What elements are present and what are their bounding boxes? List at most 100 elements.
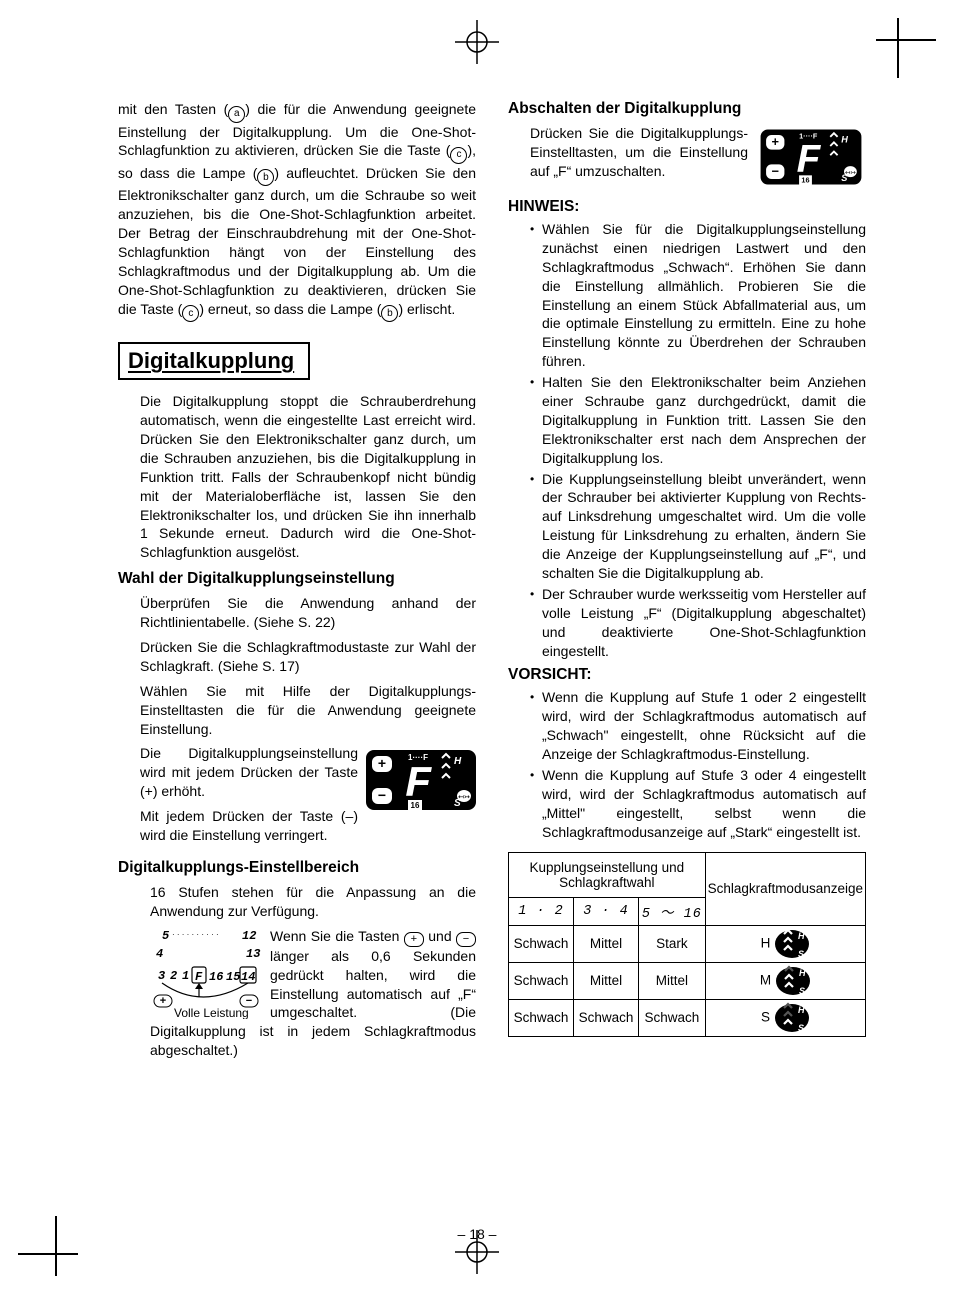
svg-text:2: 2 [170,969,177,983]
svg-text:1····F: 1····F [408,753,428,762]
mode-letter: H [761,935,771,950]
section-title-digitalkupplung: Digitalkupplung [118,342,310,380]
table-cell: Schwach [509,962,574,999]
list-item: Die Kupplungseinstellung bleibt unveränd… [530,470,866,583]
table-cell: Schwach [509,925,574,962]
right-column: Abschalten der Digitalkupplung + − F 1··… [508,100,866,1066]
svg-text:−: − [378,787,386,803]
circled-b-icon: b [257,169,274,186]
table-mode-cell: M H S [705,962,865,999]
display-panel-illustration: + − F 1····F 16 H S ↤↣ [366,744,476,816]
content-columns: mit den Tasten (a) die für die Anwendung… [118,100,866,1066]
vorsicht-label: VORSICHT: [508,666,866,684]
svg-text:+: + [378,755,386,771]
svg-text:16: 16 [411,801,420,810]
svg-text:S: S [798,949,804,959]
svg-text:H: H [798,1005,805,1015]
table-range: 1 · 2 [509,897,574,925]
table-cell: Mittel [574,925,639,962]
svg-text:−: − [772,163,780,178]
svg-text:↤↣: ↤↣ [458,794,470,801]
table-mode-cell: H H S [705,925,865,962]
svg-text:H: H [841,134,848,144]
wahl-panel-wrap: + − F 1····F 16 H S ↤↣ [140,744,476,850]
circled-c-icon: c [450,147,467,164]
list-item: Halten Sie den Elektronikschalter beim A… [530,373,866,467]
mode-icon-s: H S [774,1009,810,1024]
svg-text:H: H [799,968,806,978]
wahl-p2: Drücken Sie die Schlagkraftmodustaste zu… [140,638,476,676]
svg-text:· · · · · · · · · ·: · · · · · · · · · · [172,930,219,939]
wahl-p3: Wählen Sie mit Hilfe der Digitalkupplung… [140,682,476,739]
list-item: Wenn die Kupplung auf Stufe 3 oder 4 ein… [530,766,866,842]
mode-icon-m: H S [775,972,811,987]
svg-text:15: 15 [226,970,241,984]
list-item: Wählen Sie für die Digitalkupplungseinst… [530,220,866,371]
table-mode-cell: S H S [705,999,865,1036]
svg-text:+: + [160,995,166,1007]
manual-page: mit den Tasten (a) die für die Anwendung… [0,0,954,1294]
circled-c-icon: c [182,305,199,322]
crop-mark-top [455,20,499,64]
svg-text:16: 16 [209,970,223,984]
bereich-title: Digitalkupplungs-Einstellbereich [118,859,476,877]
circled-a-icon: a [228,106,245,123]
list-item: Der Schrauber wurde werksseitig vom Hers… [530,585,866,661]
minus-pill-icon: − [456,932,476,947]
mode-letter: M [760,972,771,987]
hinweis-label: HINWEIS: [508,198,866,216]
svg-text:H: H [798,931,805,941]
svg-text:1····F: 1····F [799,132,818,141]
hinweis-list: Wählen Sie für die Digitalkupplungseinst… [508,220,866,660]
mode-table: Kupplungseinstellung und Schlagkraftwahl… [508,852,866,1037]
wahl-title: Wahl der Digitalkupplungseinstellung [118,570,476,588]
table-row: Schwach Mittel Mittel M H S [509,962,866,999]
abschalten-wrap: + − F 1····F 16 H S ↤↣ [530,124,866,192]
svg-text:H: H [454,756,462,767]
svg-text:13: 13 [246,947,260,961]
page-number: – 18 – [458,1226,497,1242]
svg-text:4: 4 [156,947,163,961]
svg-text:5: 5 [162,929,170,943]
table-cell: Schwach [574,999,639,1036]
mode-icon-h: H S [774,935,810,950]
abschalten-title: Abschalten der Digitalkupplung [508,100,866,118]
table-row: Schwach Mittel Stark H H S [509,925,866,962]
table-head-left: Kupplungseinstellung und Schlagkraftwahl [509,852,706,897]
wahl-p1: Überprüfen Sie die Anwendung anhand der … [140,594,476,632]
table-row: Schwach Schwach Schwach S H S [509,999,866,1036]
list-item: Wenn die Kupplung auf Stufe 1 oder 2 ein… [530,688,866,764]
svg-text:↤↣: ↤↣ [845,169,856,176]
table-range: 3 · 4 [574,897,639,925]
svg-text:16: 16 [801,176,809,185]
table-row: Kupplungseinstellung und Schlagkraftwahl… [509,852,866,897]
svg-text:1: 1 [182,969,189,983]
svg-text:14: 14 [241,970,255,984]
circled-b-icon: b [381,305,398,322]
dial-illustration: 5 4 3 2 1 F 16 15 14 13 12 [150,927,262,1019]
display-panel-illustration-2: + − F 1····F 16 H S ↤↣ [756,124,866,190]
mode-letter: S [761,1009,770,1024]
table-cell: Schwach [509,999,574,1036]
left-column: mit den Tasten (a) die für die Anwendung… [118,100,476,1066]
crop-mark-top-right [876,18,936,78]
bereich-dial-wrap: 5 4 3 2 1 F 16 15 14 13 12 [150,927,476,1066]
svg-text:3: 3 [158,969,165,983]
svg-text:F: F [195,970,203,984]
svg-text:+: + [772,134,780,149]
svg-text:S: S [799,986,805,996]
svg-text:12: 12 [242,929,256,943]
intro-paragraph: mit den Tasten (a) die für die Anwendung… [118,100,476,322]
table-head-right: Schlagkraftmodusanzeige [705,852,865,925]
table-range: 5 ～ 16 [639,897,706,925]
table-cell: Stark [639,925,706,962]
crop-mark-bottom-left [18,1216,78,1276]
dial-caption: Volle Leistung [174,1006,249,1019]
section-body: Die Digitalkupplung stoppt die Schrauber… [140,392,476,562]
plus-pill-icon: + [404,932,424,947]
table-cell: Mittel [574,962,639,999]
table-cell: Schwach [639,999,706,1036]
svg-text:S: S [798,1023,804,1033]
vorsicht-list: Wenn die Kupplung auf Stufe 1 oder 2 ein… [508,688,866,841]
table-cell: Mittel [639,962,706,999]
